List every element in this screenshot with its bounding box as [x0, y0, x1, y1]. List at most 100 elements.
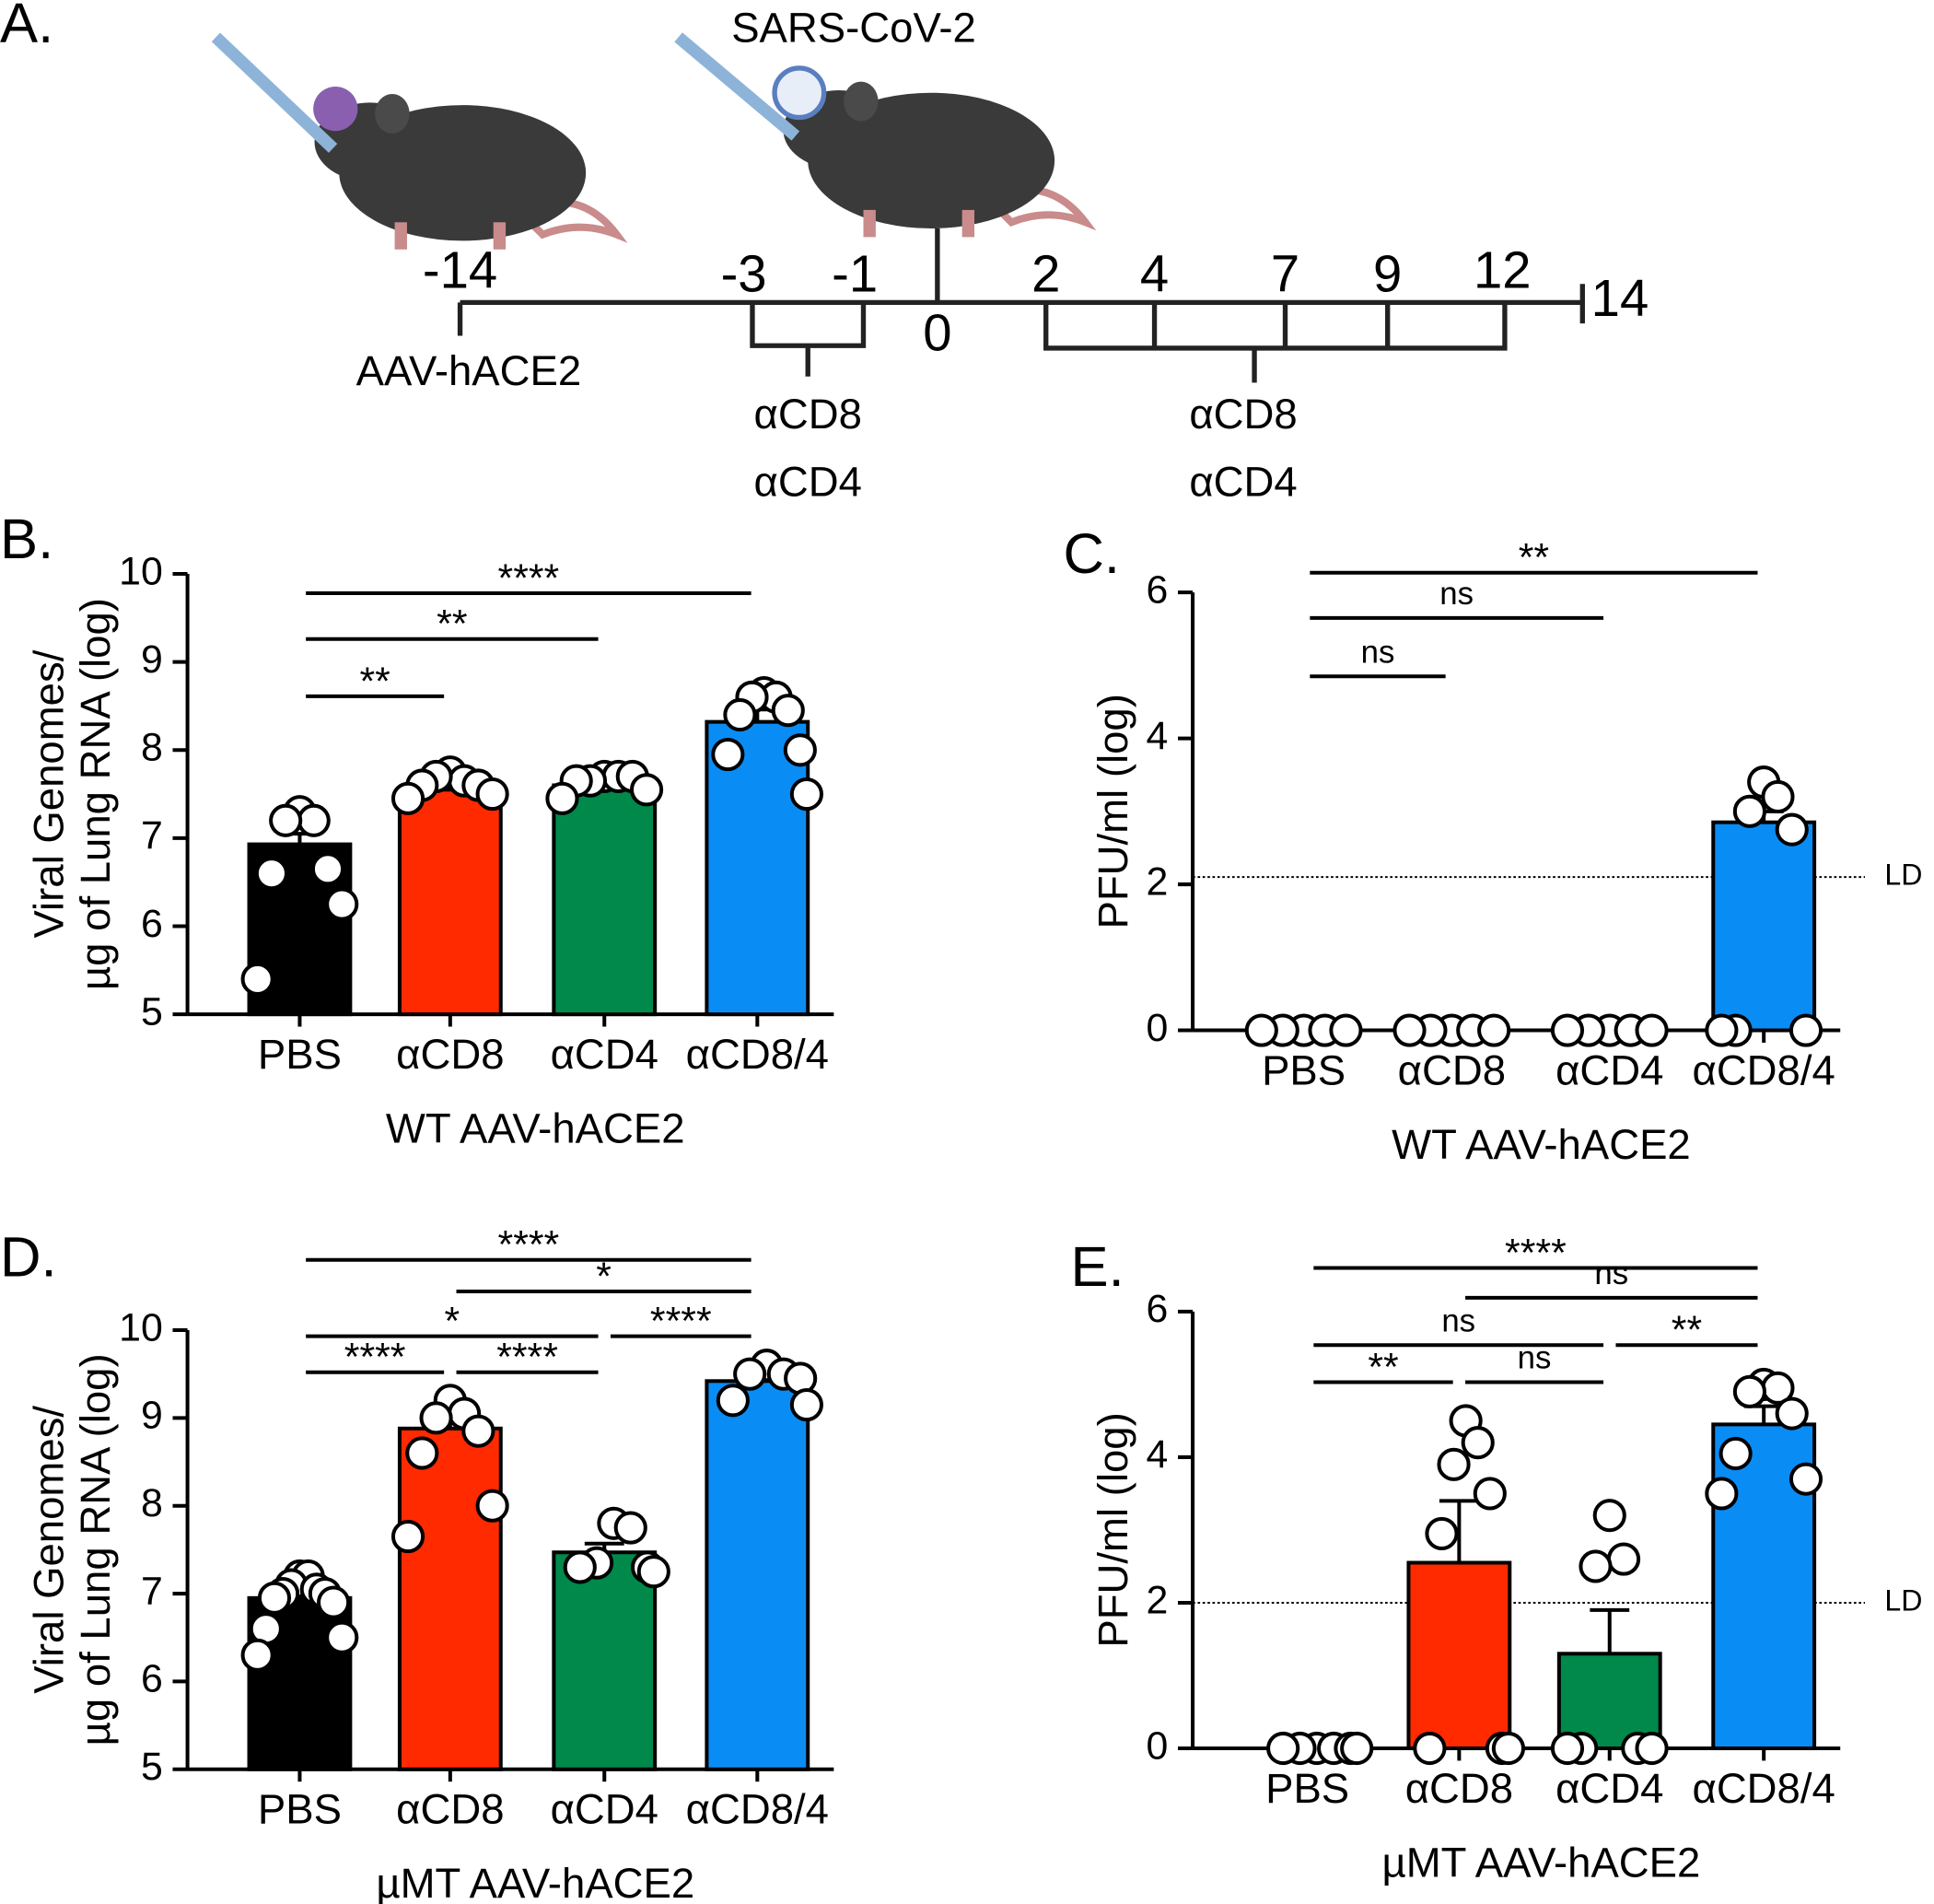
data-point: [716, 1384, 750, 1418]
data-point: [257, 1581, 292, 1615]
panel-label: E.: [1071, 1235, 1124, 1299]
significance-label: ns: [1439, 576, 1474, 612]
bar: [705, 1379, 810, 1771]
x-tick-label: αCD8: [396, 1786, 504, 1833]
data-point: [783, 733, 817, 767]
y-tick-label: 0: [1146, 1723, 1168, 1768]
day-label: 9: [1373, 244, 1402, 302]
data-point: [419, 1401, 453, 1435]
data-point: [240, 1638, 274, 1672]
significance-label: ****: [650, 1300, 712, 1344]
data-point: [461, 1414, 495, 1448]
significance-label: **: [1672, 1308, 1702, 1352]
data-point: [789, 1387, 823, 1422]
data-point: [475, 777, 509, 812]
data-point: [1437, 1447, 1471, 1481]
data-point: [1775, 1396, 1809, 1431]
mouse-illustration: [674, 32, 1097, 238]
data-point: [1473, 1477, 1507, 1511]
x-tick-label: PBS: [258, 1031, 342, 1078]
panel-label: A.: [0, 0, 53, 55]
data-point: [1550, 1013, 1585, 1047]
data-point: [1732, 794, 1766, 828]
data-point: [1392, 1013, 1427, 1047]
bar: [552, 783, 658, 1017]
y-axis-label: Viral Genomes/: [25, 649, 72, 938]
y-tick-label: 9: [141, 1394, 163, 1438]
significance-label: ****: [1505, 1231, 1567, 1275]
y-axis-label: PFU/ml (log): [1089, 694, 1136, 929]
data-point: [1244, 1013, 1278, 1047]
bar: [1406, 1560, 1512, 1751]
y-tick-label: 6: [1146, 1287, 1168, 1331]
x-tick-label: PBS: [258, 1786, 342, 1833]
data-point: [789, 777, 823, 812]
y-tick-label: 2: [1146, 1578, 1168, 1622]
x-axis-label: µMT AAV-hACE2: [376, 1860, 694, 1904]
x-tick-label: αCD8: [396, 1031, 504, 1078]
y-tick-label: 7: [141, 813, 163, 858]
significance-label: ns: [1594, 1256, 1628, 1291]
data-point: [1413, 1731, 1447, 1766]
data-point: [269, 803, 303, 837]
panel-label: C.: [1063, 522, 1120, 586]
ld-label: LD: [1884, 1583, 1922, 1617]
x-axis-label: µMT AAV-hACE2: [1382, 1839, 1701, 1886]
virus-label: SARS-CoV-2: [731, 5, 976, 52]
treatment-label: αCD4: [754, 459, 862, 506]
y-axis-label: PFU/ml (log): [1089, 1412, 1136, 1647]
y-tick-label: 10: [119, 1305, 163, 1349]
data-point: [317, 1585, 351, 1619]
y-tick-label: 7: [141, 1569, 163, 1613]
data-point: [1329, 1013, 1363, 1047]
panel-label: D.: [0, 1225, 57, 1289]
data-point: [1425, 1516, 1459, 1550]
y-axis-label: µg of Lung RNA (log): [72, 598, 119, 990]
data-point: [1732, 1374, 1766, 1408]
x-tick-label: αCD8: [1398, 1046, 1506, 1093]
x-tick-label: αCD4: [1555, 1765, 1663, 1812]
significance-label: **: [359, 660, 390, 704]
significance-label: ****: [498, 1223, 560, 1267]
data-point: [1705, 1013, 1739, 1047]
data-point: [1635, 1731, 1669, 1766]
significance-label: ns: [1361, 634, 1395, 670]
x-tick-label: αCD8/4: [686, 1786, 829, 1833]
x-axis-label: WT AAV-hACE2: [1392, 1121, 1691, 1168]
significance-label: ****: [496, 1336, 558, 1380]
x-tick-label: αCD4: [551, 1031, 658, 1078]
data-point: [636, 1555, 670, 1589]
data-point: [310, 852, 345, 886]
significance-label: *: [445, 1300, 460, 1344]
bar: [397, 1426, 503, 1771]
bar: [397, 788, 503, 1017]
significance-label: **: [1368, 1345, 1398, 1389]
day-label: 4: [1140, 244, 1169, 302]
significance-label: **: [1519, 536, 1549, 580]
data-point: [1477, 1013, 1511, 1047]
significance-label: **: [437, 602, 467, 647]
x-tick-label: αCD8/4: [686, 1031, 829, 1078]
data-point: [390, 1519, 425, 1554]
data-point: [723, 697, 757, 732]
y-tick-label: 10: [119, 549, 163, 593]
data-point: [545, 781, 579, 815]
x-tick-label: αCD8/4: [1693, 1765, 1835, 1812]
y-axis-label: µg of Lung RNA (log): [72, 1353, 119, 1746]
y-tick-label: 9: [141, 637, 163, 682]
day-label: 7: [1271, 244, 1299, 302]
treatment-label: αCD4: [1189, 459, 1297, 506]
x-axis-label: WT AAV-hACE2: [386, 1104, 685, 1151]
x-tick-label: αCD8/4: [1693, 1046, 1835, 1093]
data-point: [1340, 1731, 1374, 1766]
data-point: [1718, 1436, 1753, 1471]
day-label: -3: [721, 244, 767, 302]
data-point: [475, 1489, 509, 1523]
data-point: [390, 781, 425, 815]
data-point: [240, 962, 274, 996]
data-point: [1761, 779, 1795, 814]
data-point: [254, 857, 288, 891]
y-tick-label: 5: [141, 989, 163, 1034]
